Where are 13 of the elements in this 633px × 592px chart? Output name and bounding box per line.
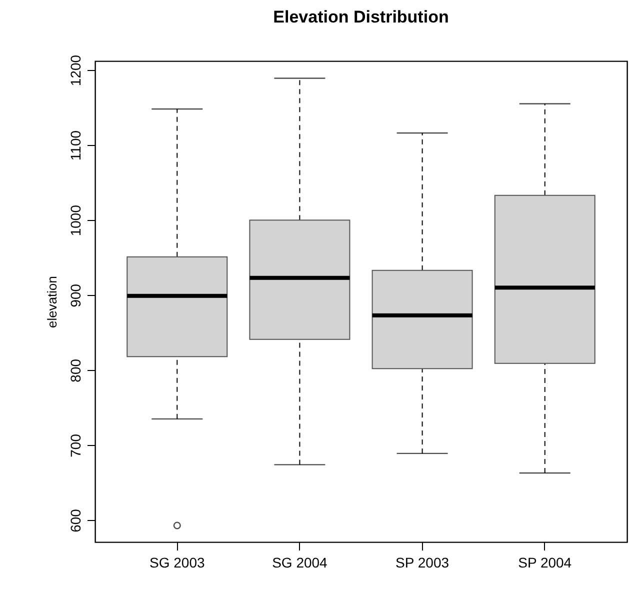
y-tick-label: 1200 [68, 54, 84, 86]
y-axis-title: elevation [44, 276, 60, 328]
y-tick-label: 600 [68, 508, 84, 532]
x-tick-label: SP 2004 [518, 554, 572, 570]
x-tick-label: SP 2003 [396, 554, 450, 570]
y-tick-label: 700 [68, 434, 84, 458]
x-tick-label: SG 2003 [149, 554, 205, 570]
y-tick-label: 1100 [68, 130, 84, 161]
y-tick-label: 800 [68, 358, 84, 382]
x-tick-label: SG 2004 [272, 554, 328, 570]
y-tick-label: 1000 [68, 204, 84, 236]
y-tick-label: 900 [68, 284, 84, 308]
chart-title: Elevation Distribution [273, 7, 449, 26]
